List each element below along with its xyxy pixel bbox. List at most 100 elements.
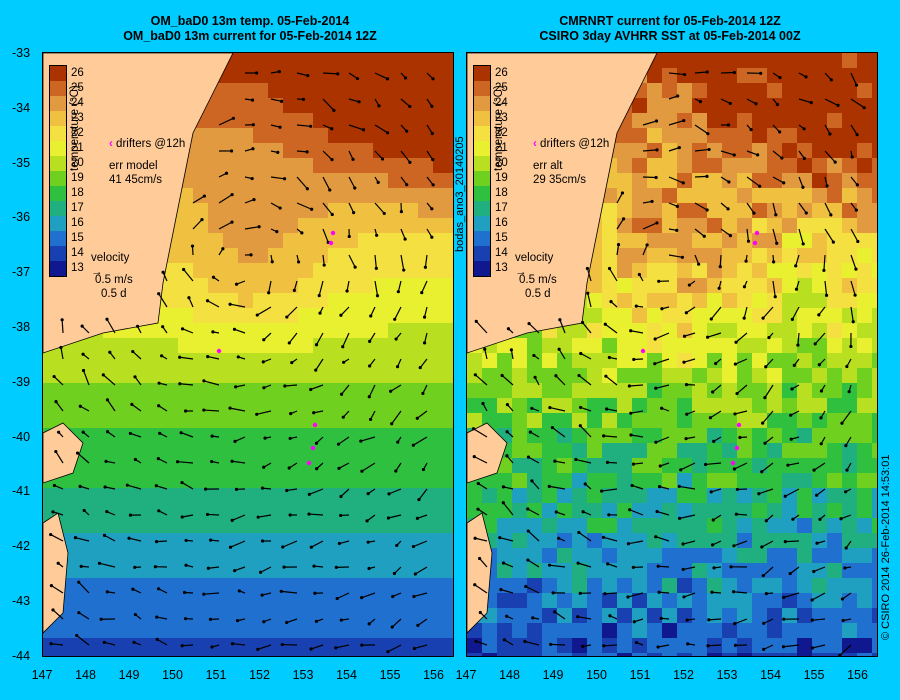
velocity-arrow-head — [211, 330, 215, 334]
velocity-arrow — [772, 150, 783, 159]
sst-cell — [512, 518, 527, 533]
sst-cell — [283, 443, 298, 458]
sst-cell — [193, 128, 208, 143]
sst-cell — [827, 218, 842, 233]
velocity-arrow-head — [278, 125, 282, 129]
sst-cell — [737, 503, 752, 518]
sst-cell — [677, 608, 692, 623]
velocity-arrow — [765, 358, 774, 368]
sst-cell — [283, 353, 298, 368]
velocity-arrow-head — [764, 519, 768, 523]
sst-cell — [857, 443, 872, 458]
sst-cell — [797, 548, 812, 563]
sst-cell — [752, 503, 767, 518]
sst-cell — [842, 263, 857, 278]
sst-cell — [358, 593, 373, 608]
velocity-arrow — [286, 488, 298, 492]
velocity-arrow-head — [824, 293, 829, 297]
velocity-arrow-head — [337, 541, 341, 546]
sst-cell — [707, 623, 722, 638]
velocity-arrow-head — [54, 400, 58, 404]
velocity-arrow-head — [712, 566, 716, 570]
velocity-arrow-head — [204, 487, 208, 491]
velocity-arrow-head — [415, 516, 420, 520]
sst-cell — [812, 323, 827, 338]
sst-cell — [178, 203, 193, 218]
velocity-arrow-head — [278, 206, 282, 210]
sst-cell — [253, 188, 268, 203]
drifter-marker — [330, 230, 336, 236]
sst-cell — [662, 458, 677, 473]
velocity-arrow — [616, 218, 625, 230]
right-map-panel[interactable]: temperature (°C) ‹ drifters @12h err alt… — [466, 52, 878, 657]
velocity-arrow-head — [334, 565, 338, 569]
sst-cell — [448, 233, 453, 248]
sst-cell — [542, 578, 557, 593]
velocity-arrow — [734, 618, 748, 625]
velocity-arrow-head — [235, 619, 240, 623]
velocity-arrow-head — [285, 620, 289, 625]
velocity-arrow-head — [431, 77, 435, 81]
velocity-arrow-head — [782, 617, 786, 621]
velocity-arrow-head — [733, 643, 738, 647]
sst-cell — [602, 503, 617, 518]
sst-cell — [752, 188, 767, 203]
velocity-arrow-head — [758, 184, 762, 188]
sst-cell — [373, 113, 388, 128]
sst-cell — [433, 548, 448, 563]
velocity-arrow — [473, 428, 488, 438]
sst-cell — [827, 653, 842, 656]
sst-cell — [632, 623, 647, 638]
velocity-arrow-head — [133, 457, 137, 462]
velocity-arrow-head — [645, 243, 649, 247]
right-err-label: err alt — [533, 160, 563, 172]
sst-cell — [857, 548, 872, 563]
velocity-arrow — [791, 306, 800, 320]
sst-cell — [178, 398, 193, 413]
sst-cell — [223, 173, 238, 188]
velocity-arrow-head — [51, 510, 55, 514]
left-drifters-label: drifters @12h — [116, 138, 186, 150]
sst-cell — [707, 563, 722, 578]
sst-cell — [133, 458, 148, 473]
velocity-arrow-head — [601, 535, 606, 539]
sst-cell — [223, 83, 238, 98]
sst-cell — [857, 503, 872, 518]
sst-cell — [298, 53, 313, 68]
sst-cell — [373, 338, 388, 353]
sst-cell — [388, 248, 403, 263]
sst-cell — [343, 443, 358, 458]
velocity-arrow — [763, 644, 774, 650]
sst-cell — [73, 383, 88, 398]
sst-cell — [403, 623, 418, 638]
sst-cell — [223, 533, 238, 548]
velocity-arrow — [642, 244, 648, 256]
colorbar-swatch — [50, 126, 66, 141]
sst-cell — [163, 653, 178, 656]
sst-cell — [782, 428, 797, 443]
velocity-arrow-head — [742, 285, 747, 289]
sst-cell — [872, 53, 877, 68]
sst-cell — [283, 293, 298, 308]
sst-cell — [752, 128, 767, 143]
sst-cell — [283, 638, 298, 653]
sst-cell — [812, 653, 827, 656]
sst-cell — [827, 278, 842, 293]
sst-cell — [193, 653, 208, 656]
sst-cell — [497, 593, 512, 608]
sst-cell — [238, 173, 253, 188]
sst-cell — [223, 458, 238, 473]
sst-cell — [88, 473, 103, 488]
velocity-arrow-head — [775, 102, 780, 107]
left-map-panel[interactable]: temperature (°C) ‹ drifters @12h err mod… — [42, 52, 454, 657]
velocity-arrow-head — [352, 211, 356, 215]
velocity-arrow-head — [763, 441, 767, 445]
velocity-arrow-head — [629, 411, 633, 415]
sst-cell — [283, 143, 298, 158]
velocity-arrow — [784, 488, 800, 497]
sst-cell — [872, 98, 877, 113]
sst-cell — [448, 158, 453, 173]
velocity-arrow — [474, 537, 488, 542]
velocity-arrow-head — [184, 563, 188, 567]
sst-cell — [707, 188, 722, 203]
